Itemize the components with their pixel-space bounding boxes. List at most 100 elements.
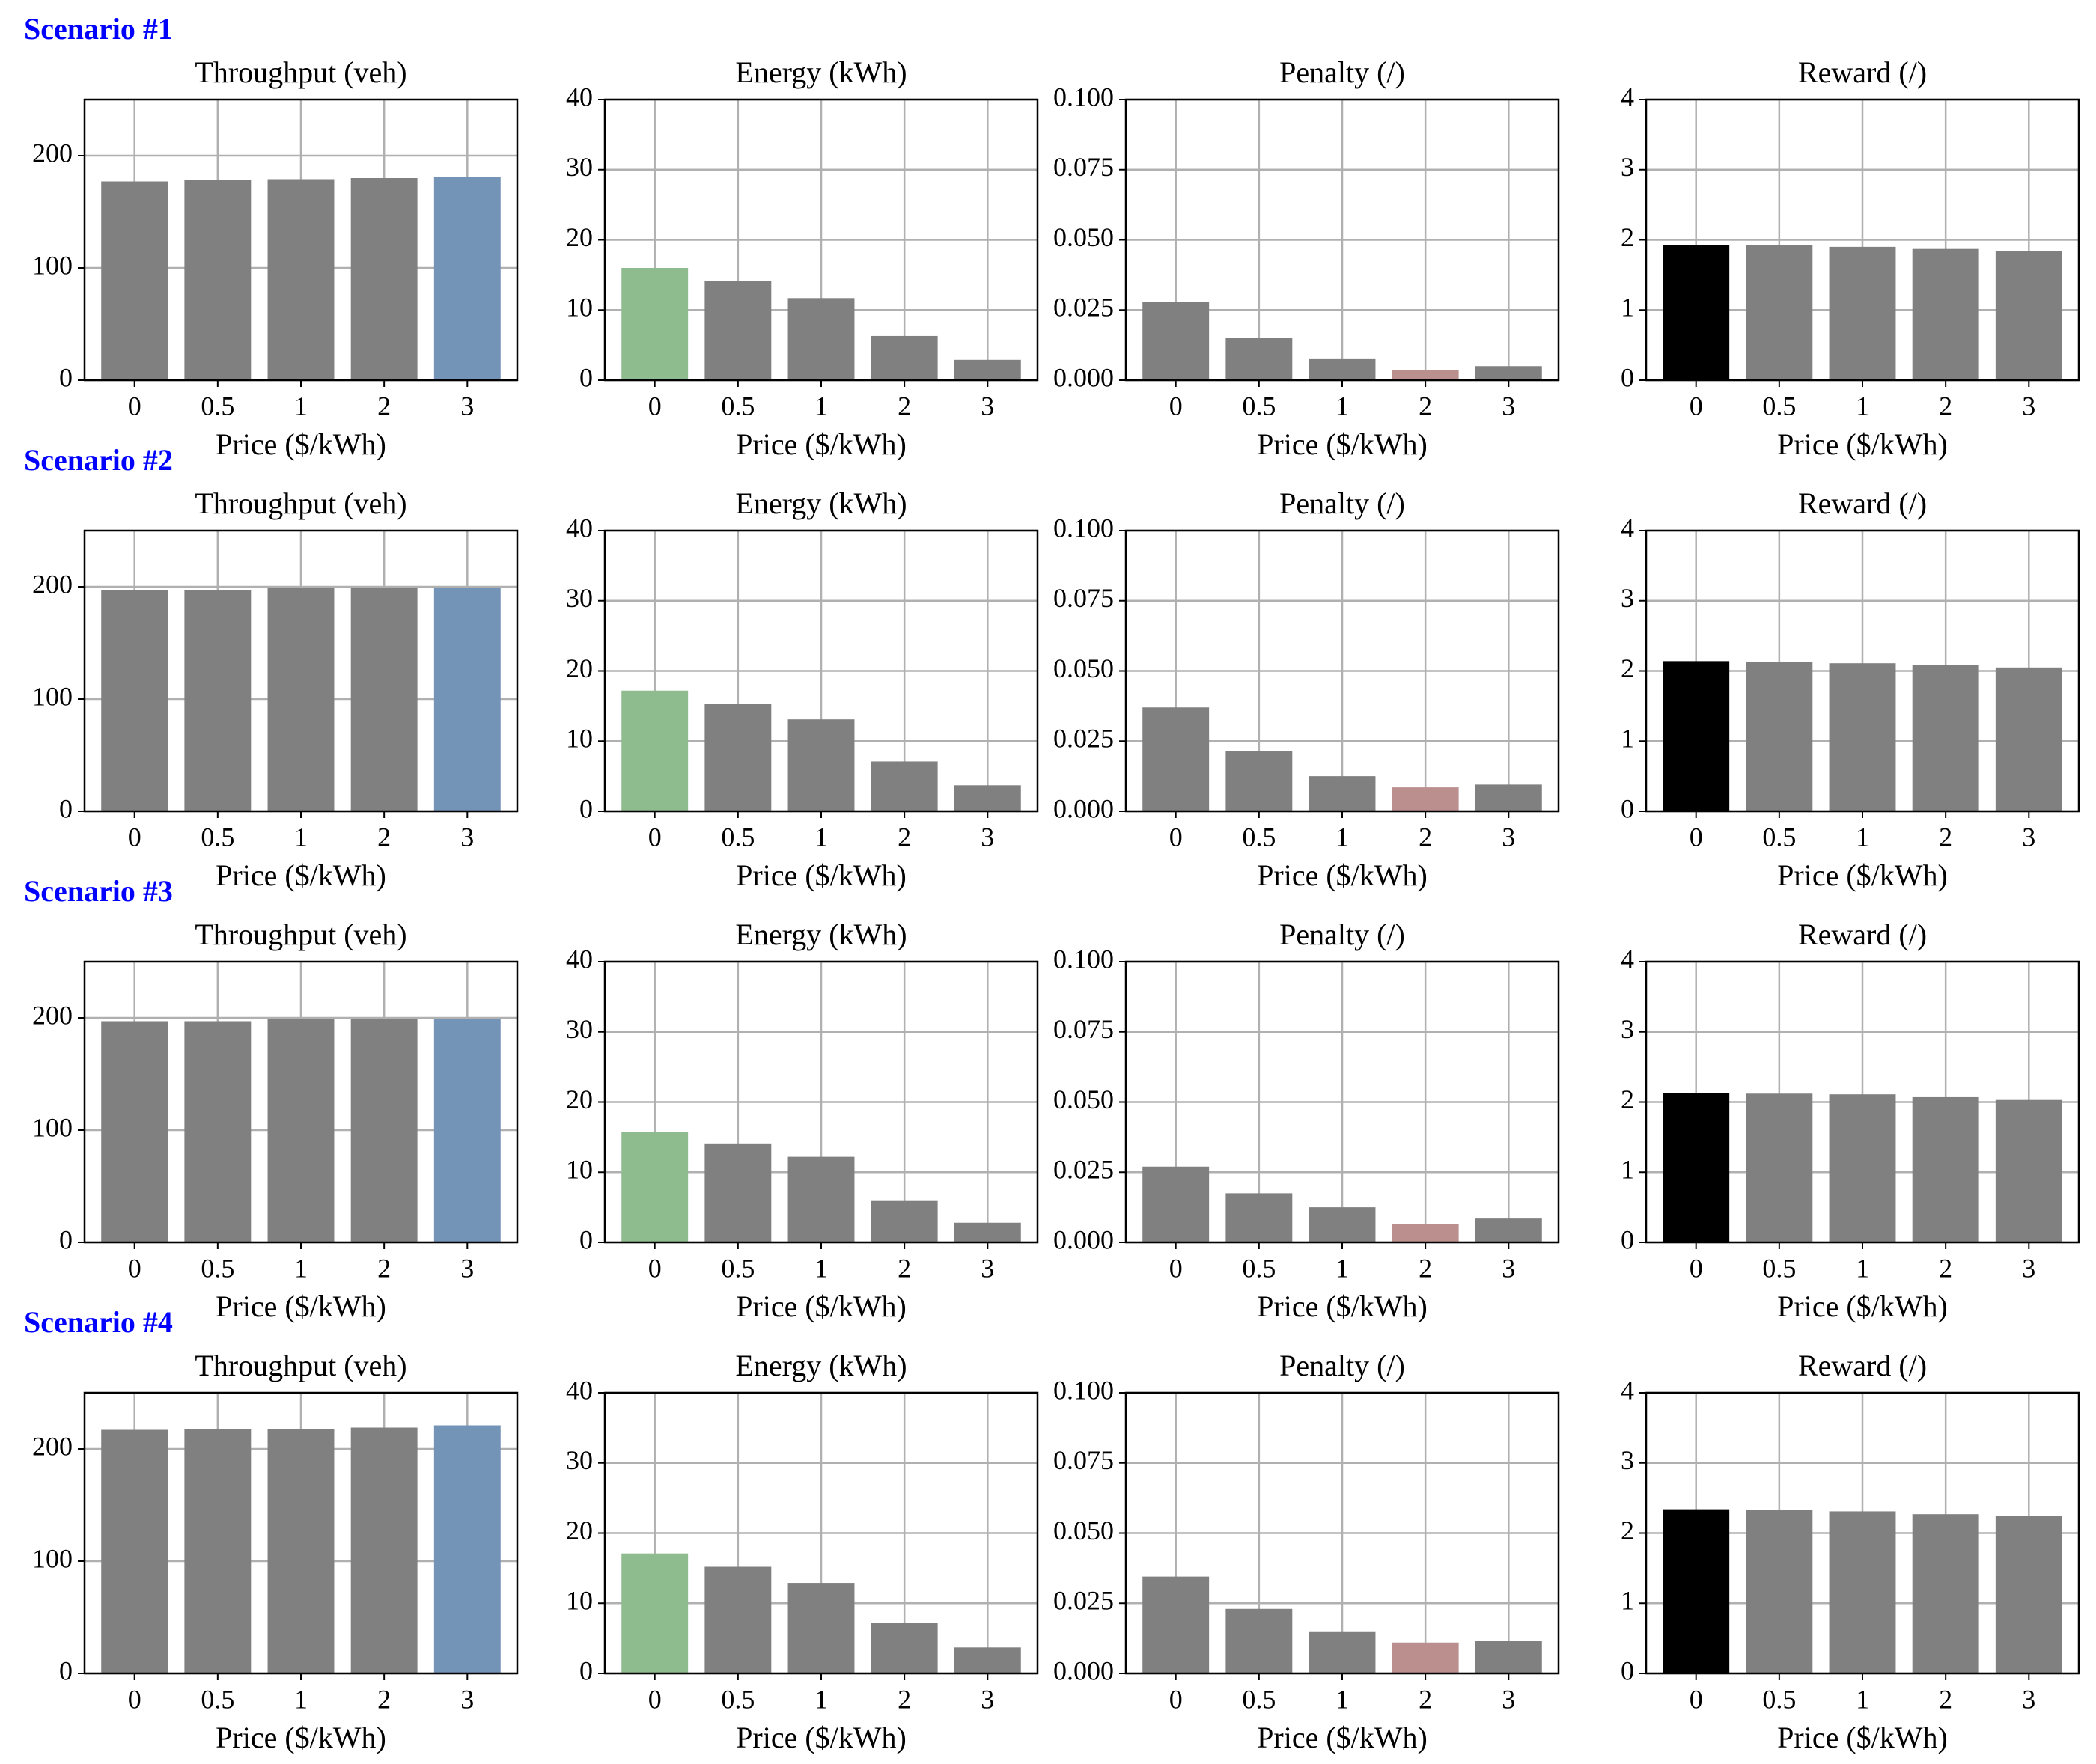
x-tick-label: 3	[1502, 391, 1515, 421]
chart-title: Penalty (/)	[1279, 1349, 1405, 1382]
x-tick-label: 1	[1335, 1684, 1349, 1714]
axes-frame	[1645, 960, 2080, 1244]
axes-frame	[1124, 529, 1560, 813]
y-tick-label: 2	[1621, 1516, 1634, 1545]
bar	[1475, 366, 1542, 380]
y-tick-label: 2	[1621, 653, 1634, 683]
bar	[184, 1429, 252, 1673]
y-tick-label: 0.075	[1053, 583, 1114, 613]
bar	[350, 588, 418, 811]
bar	[350, 178, 418, 380]
bar	[787, 1156, 855, 1242]
axes-frame	[603, 1391, 1039, 1675]
y-tick-label: 0	[579, 1224, 593, 1254]
bar	[871, 761, 938, 811]
y-tick-label: 10	[566, 1155, 593, 1185]
y-tick-label: 20	[566, 222, 593, 252]
x-tick-label: 3	[460, 1253, 474, 1283]
bar	[1912, 248, 1979, 380]
x-tick-label: 0.5	[721, 1253, 755, 1283]
y-tick-label: 0.025	[1053, 1155, 1114, 1185]
bar	[433, 1019, 501, 1242]
bar	[1309, 1207, 1376, 1242]
bar	[267, 1429, 335, 1673]
y-tick-label: 0.100	[1053, 82, 1114, 112]
y-tick-label: 0.100	[1053, 513, 1114, 543]
y-tick-label: 0.050	[1053, 1516, 1114, 1545]
x-tick-label: 1	[1856, 1684, 1869, 1714]
y-tick-label: 100	[32, 1112, 73, 1142]
bar	[1663, 661, 1730, 811]
bar	[704, 281, 772, 380]
y-tick-label: 3	[1621, 1445, 1634, 1475]
y-tick-label: 1	[1621, 293, 1634, 323]
bar	[1829, 1094, 1896, 1242]
x-tick-label: 2	[377, 1684, 391, 1714]
x-tick-label: 3	[2022, 391, 2035, 421]
axes-frame	[1645, 98, 2080, 382]
y-tick-label: 200	[32, 569, 73, 599]
x-tick-label: 0.5	[1762, 1684, 1796, 1714]
bar	[350, 1427, 418, 1673]
bar	[704, 1566, 772, 1673]
y-tick-label: 0.050	[1053, 653, 1114, 683]
bar	[1995, 1516, 2062, 1673]
bar	[787, 719, 855, 811]
bar	[1995, 667, 2062, 811]
bar	[1309, 1631, 1376, 1673]
x-tick-label: 2	[898, 1684, 911, 1714]
x-tick-label: 0.5	[1762, 822, 1796, 852]
bar	[1392, 787, 1459, 811]
bar	[1142, 707, 1210, 811]
bar	[621, 1132, 689, 1242]
y-tick-label: 100	[32, 681, 73, 711]
x-tick-label: 0.5	[1242, 391, 1276, 421]
x-axis-label: Price ($/kWh)	[216, 858, 386, 892]
bar	[954, 1647, 1021, 1673]
x-tick-label: 1	[1335, 391, 1349, 421]
bar	[1475, 1218, 1542, 1242]
x-tick-label: 0	[648, 391, 662, 421]
x-tick-label: 2	[377, 391, 391, 421]
y-tick-label: 0	[579, 1655, 593, 1685]
x-tick-label: 2	[1939, 391, 1952, 421]
y-tick-label: 0.050	[1053, 1084, 1114, 1114]
bar	[350, 1019, 418, 1242]
x-tick-label: 0.5	[201, 822, 234, 852]
x-axis-label: Price ($/kWh)	[216, 427, 386, 461]
chart-title: Energy (kWh)	[735, 55, 907, 89]
chart-title: Throughput (veh)	[195, 486, 406, 520]
bar	[1225, 1608, 1293, 1673]
x-tick-label: 0	[1169, 822, 1183, 852]
x-tick-label: 1	[814, 1684, 828, 1714]
bar	[1912, 1514, 1979, 1673]
x-axis-label: Price ($/kWh)	[1257, 1290, 1428, 1323]
scenario-label: Scenario #3	[24, 874, 173, 908]
x-tick-label: 1	[1335, 822, 1349, 852]
x-tick-label: 0	[1169, 391, 1183, 421]
axes-frame	[83, 529, 519, 813]
y-tick-label: 0.075	[1053, 1445, 1114, 1475]
chart-title: Energy (kWh)	[735, 1349, 907, 1382]
x-tick-label: 0	[648, 1684, 662, 1714]
bar	[1663, 1509, 1730, 1673]
y-tick-label: 0	[1621, 793, 1634, 823]
y-tick-label: 0.100	[1053, 1375, 1114, 1405]
bar	[433, 177, 501, 380]
y-tick-label: 100	[32, 250, 73, 280]
x-tick-label: 0.5	[1242, 1684, 1276, 1714]
bar	[1746, 662, 1813, 811]
bar	[1995, 1099, 2062, 1242]
chart-title: Energy (kWh)	[735, 486, 907, 520]
x-tick-label: 1	[814, 391, 828, 421]
x-tick-label: 0	[1690, 1253, 1703, 1283]
x-tick-label: 1	[294, 1253, 308, 1283]
chart-title: Reward (/)	[1798, 55, 1927, 89]
y-tick-label: 30	[566, 1445, 593, 1475]
bar	[787, 298, 855, 380]
y-tick-label: 0.000	[1053, 362, 1114, 392]
y-tick-label: 40	[566, 513, 593, 543]
y-tick-label: 20	[566, 1084, 593, 1114]
y-tick-label: 1	[1621, 724, 1634, 754]
x-tick-label: 0	[648, 822, 662, 852]
